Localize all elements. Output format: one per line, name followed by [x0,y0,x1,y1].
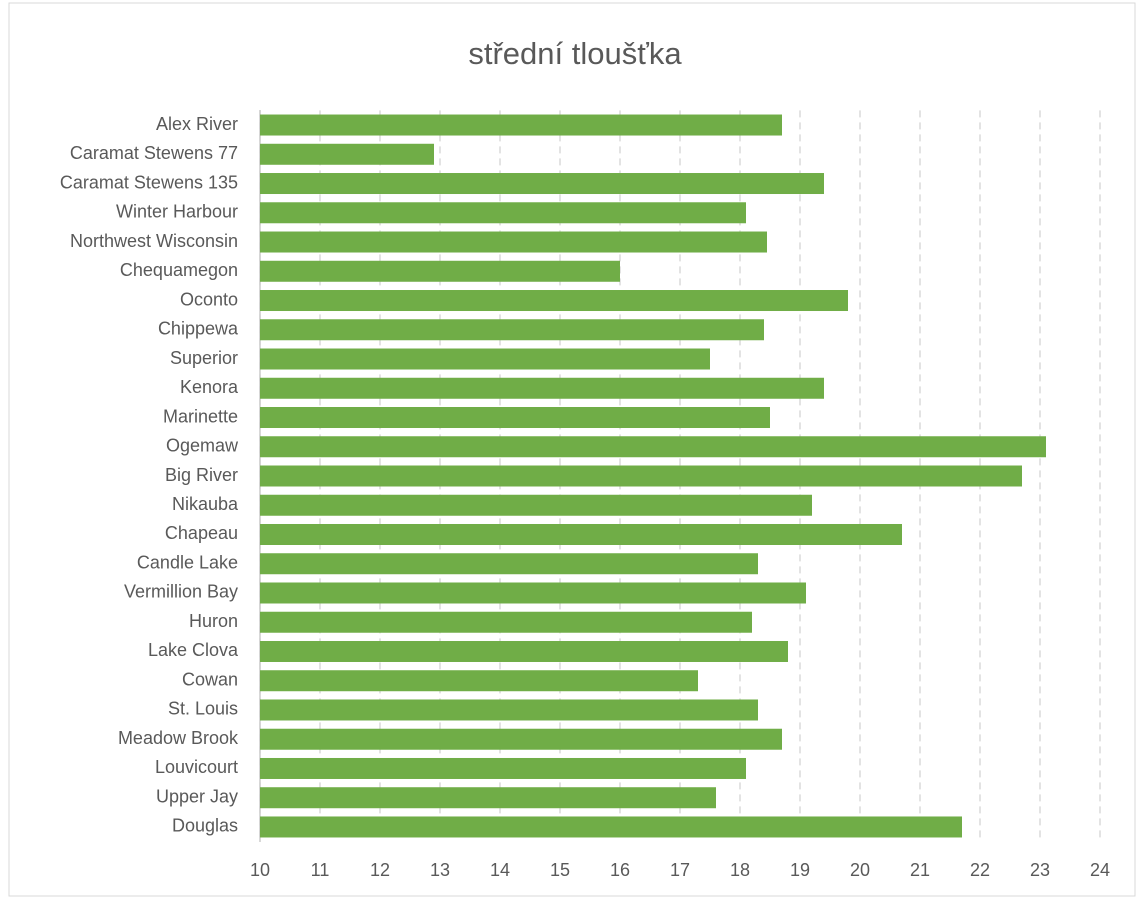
bar [260,231,767,253]
x-tick-label: 10 [250,860,270,880]
bar [260,173,824,195]
x-tick-label: 18 [730,860,750,880]
bar [260,114,782,136]
x-tick-label: 11 [311,860,330,880]
bar [260,494,812,516]
y-tick-label: Nikauba [172,494,239,514]
bar [260,407,770,429]
bar [260,670,698,692]
bar [260,319,764,341]
x-tick-label: 23 [1030,860,1050,880]
bar [260,787,716,809]
bar [260,523,902,545]
bar [260,143,434,165]
x-tick-label: 22 [970,860,990,880]
y-tick-label: Ogemaw [166,436,239,456]
y-tick-label: St. Louis [168,699,238,719]
marks-layer: 10 11 12 13 14 15 16 17 18 19 20 21 22 23 24 Alex River… [60,114,1110,880]
bar [260,465,1022,487]
x-tick-label: 12 [370,860,390,880]
chart-title: střední tloušťka [468,36,682,71]
x-tick-label: 17 [670,860,690,880]
x-tick-label: 21 [910,860,930,880]
y-tick-label: Chapeau [165,523,238,543]
x-tick-label: 14 [490,860,510,880]
bar [260,816,962,838]
y-tick-label: Candle Lake [137,552,238,572]
y-tick-label: Huron [189,611,238,631]
bar [260,290,848,312]
bar [260,611,752,633]
bar [260,260,620,282]
bar [260,436,1046,458]
bar [260,348,710,370]
y-tick-label: Cowan [182,669,238,689]
y-tick-label: Vermillion Bay [124,582,238,602]
y-tick-label: Caramat Stewens 77 [70,143,238,163]
bar [260,582,806,604]
y-tick-label: Caramat Stewens 135 [60,172,238,192]
y-tick-label: Kenora [180,377,239,397]
y-tick-label: Northwest Wisconsin [70,231,238,251]
bar [260,728,782,750]
bar [260,699,758,721]
y-tick-label: Alex River [156,114,238,134]
bar [260,757,746,779]
y-tick-label: Big River [165,465,238,485]
y-tick-label: Marinette [163,406,238,426]
y-tick-label: Winter Harbour [116,202,238,222]
y-tick-label: Louvicourt [155,757,238,777]
x-tick-label: 13 [430,860,450,880]
bar [260,553,758,575]
y-tick-label: Douglas [172,816,238,836]
bar [260,640,788,662]
y-tick-label: Lake Clova [148,640,239,660]
bar [260,202,746,224]
y-tick-label: Chippewa [158,319,239,339]
x-tick-label: 20 [850,860,870,880]
x-tick-label: 24 [1090,860,1110,880]
y-tick-label: Chequamegon [120,260,238,280]
x-tick-label: 16 [610,860,630,880]
bar [260,377,824,399]
y-tick-label: Meadow Brook [118,728,239,748]
y-tick-label: Upper Jay [156,786,238,806]
y-tick-label: Superior [170,348,238,368]
y-tick-label: Oconto [180,289,238,309]
x-tick-label: 15 [550,860,570,880]
x-tick-label: 19 [790,860,810,880]
